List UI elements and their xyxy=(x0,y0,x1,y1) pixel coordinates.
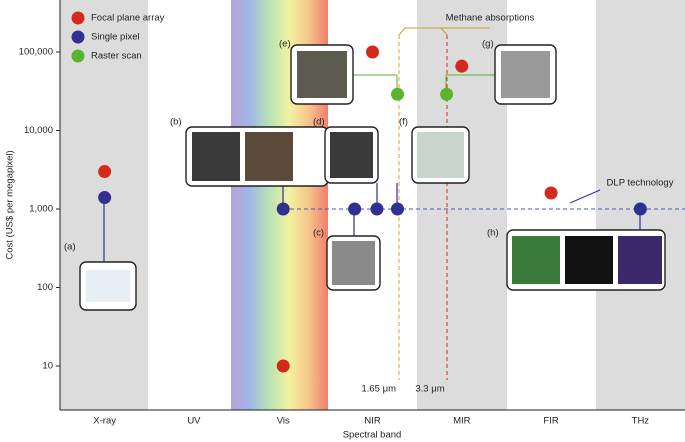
panel-label: (a) xyxy=(64,242,76,253)
point xyxy=(276,202,290,216)
point xyxy=(391,202,404,216)
point xyxy=(440,87,454,101)
annotation: DLP technology xyxy=(607,178,674,189)
point xyxy=(455,59,469,73)
y-tick-label: 100,000 xyxy=(19,47,53,58)
y-tick-label: 10 xyxy=(42,361,53,372)
x-tick-label: THz xyxy=(632,416,650,427)
point xyxy=(544,186,558,200)
x-tick-label: NIR xyxy=(364,416,381,427)
annotations: (a) (b) (c) (d) (e) (f) (g) (h) Methane … xyxy=(64,13,674,395)
panel-label: (g) xyxy=(482,39,494,50)
x-tick-label: MIR xyxy=(453,416,471,427)
y-tick-label: 1,000 xyxy=(29,204,53,215)
x-tick-label: FIR xyxy=(543,416,558,427)
legend-label: Single pixel xyxy=(91,32,140,43)
point xyxy=(633,202,647,216)
y-axis-title: Cost (US$ per megapixel) xyxy=(5,150,16,259)
point xyxy=(98,165,112,179)
legend-marker xyxy=(71,11,85,25)
legend-label: Raster scan xyxy=(91,51,142,62)
panel-label: (b) xyxy=(170,117,182,128)
x-tick-label: Vis xyxy=(277,416,290,427)
point xyxy=(366,45,379,59)
panel-label: (d) xyxy=(313,117,325,128)
pointer xyxy=(440,27,448,36)
point xyxy=(370,202,384,216)
annotation: 3.3 μm xyxy=(415,384,444,395)
y-tick-label: 10,000 xyxy=(24,125,53,136)
panel-label: (c) xyxy=(313,228,324,239)
pointer xyxy=(569,189,601,204)
point xyxy=(276,359,290,373)
point xyxy=(391,87,404,101)
inset-images xyxy=(79,44,666,311)
panel-label: (f) xyxy=(399,117,408,128)
annotation: Methane absorptions xyxy=(446,13,535,24)
legend-marker xyxy=(71,49,85,63)
pointer xyxy=(398,27,490,36)
annotation: 1.65 μm xyxy=(361,384,396,395)
legend-marker xyxy=(71,30,85,44)
panel-label: (e) xyxy=(279,39,291,50)
y-tick-label: 100 xyxy=(37,282,53,293)
point xyxy=(98,191,112,205)
x-axis-title: Spectral band xyxy=(343,430,402,441)
x-tick-label: UV xyxy=(187,416,201,427)
legend-label: Focal plane array xyxy=(91,13,165,24)
panel-label: (h) xyxy=(487,228,499,239)
x-tick-label: X-ray xyxy=(93,416,116,427)
point xyxy=(348,202,362,216)
